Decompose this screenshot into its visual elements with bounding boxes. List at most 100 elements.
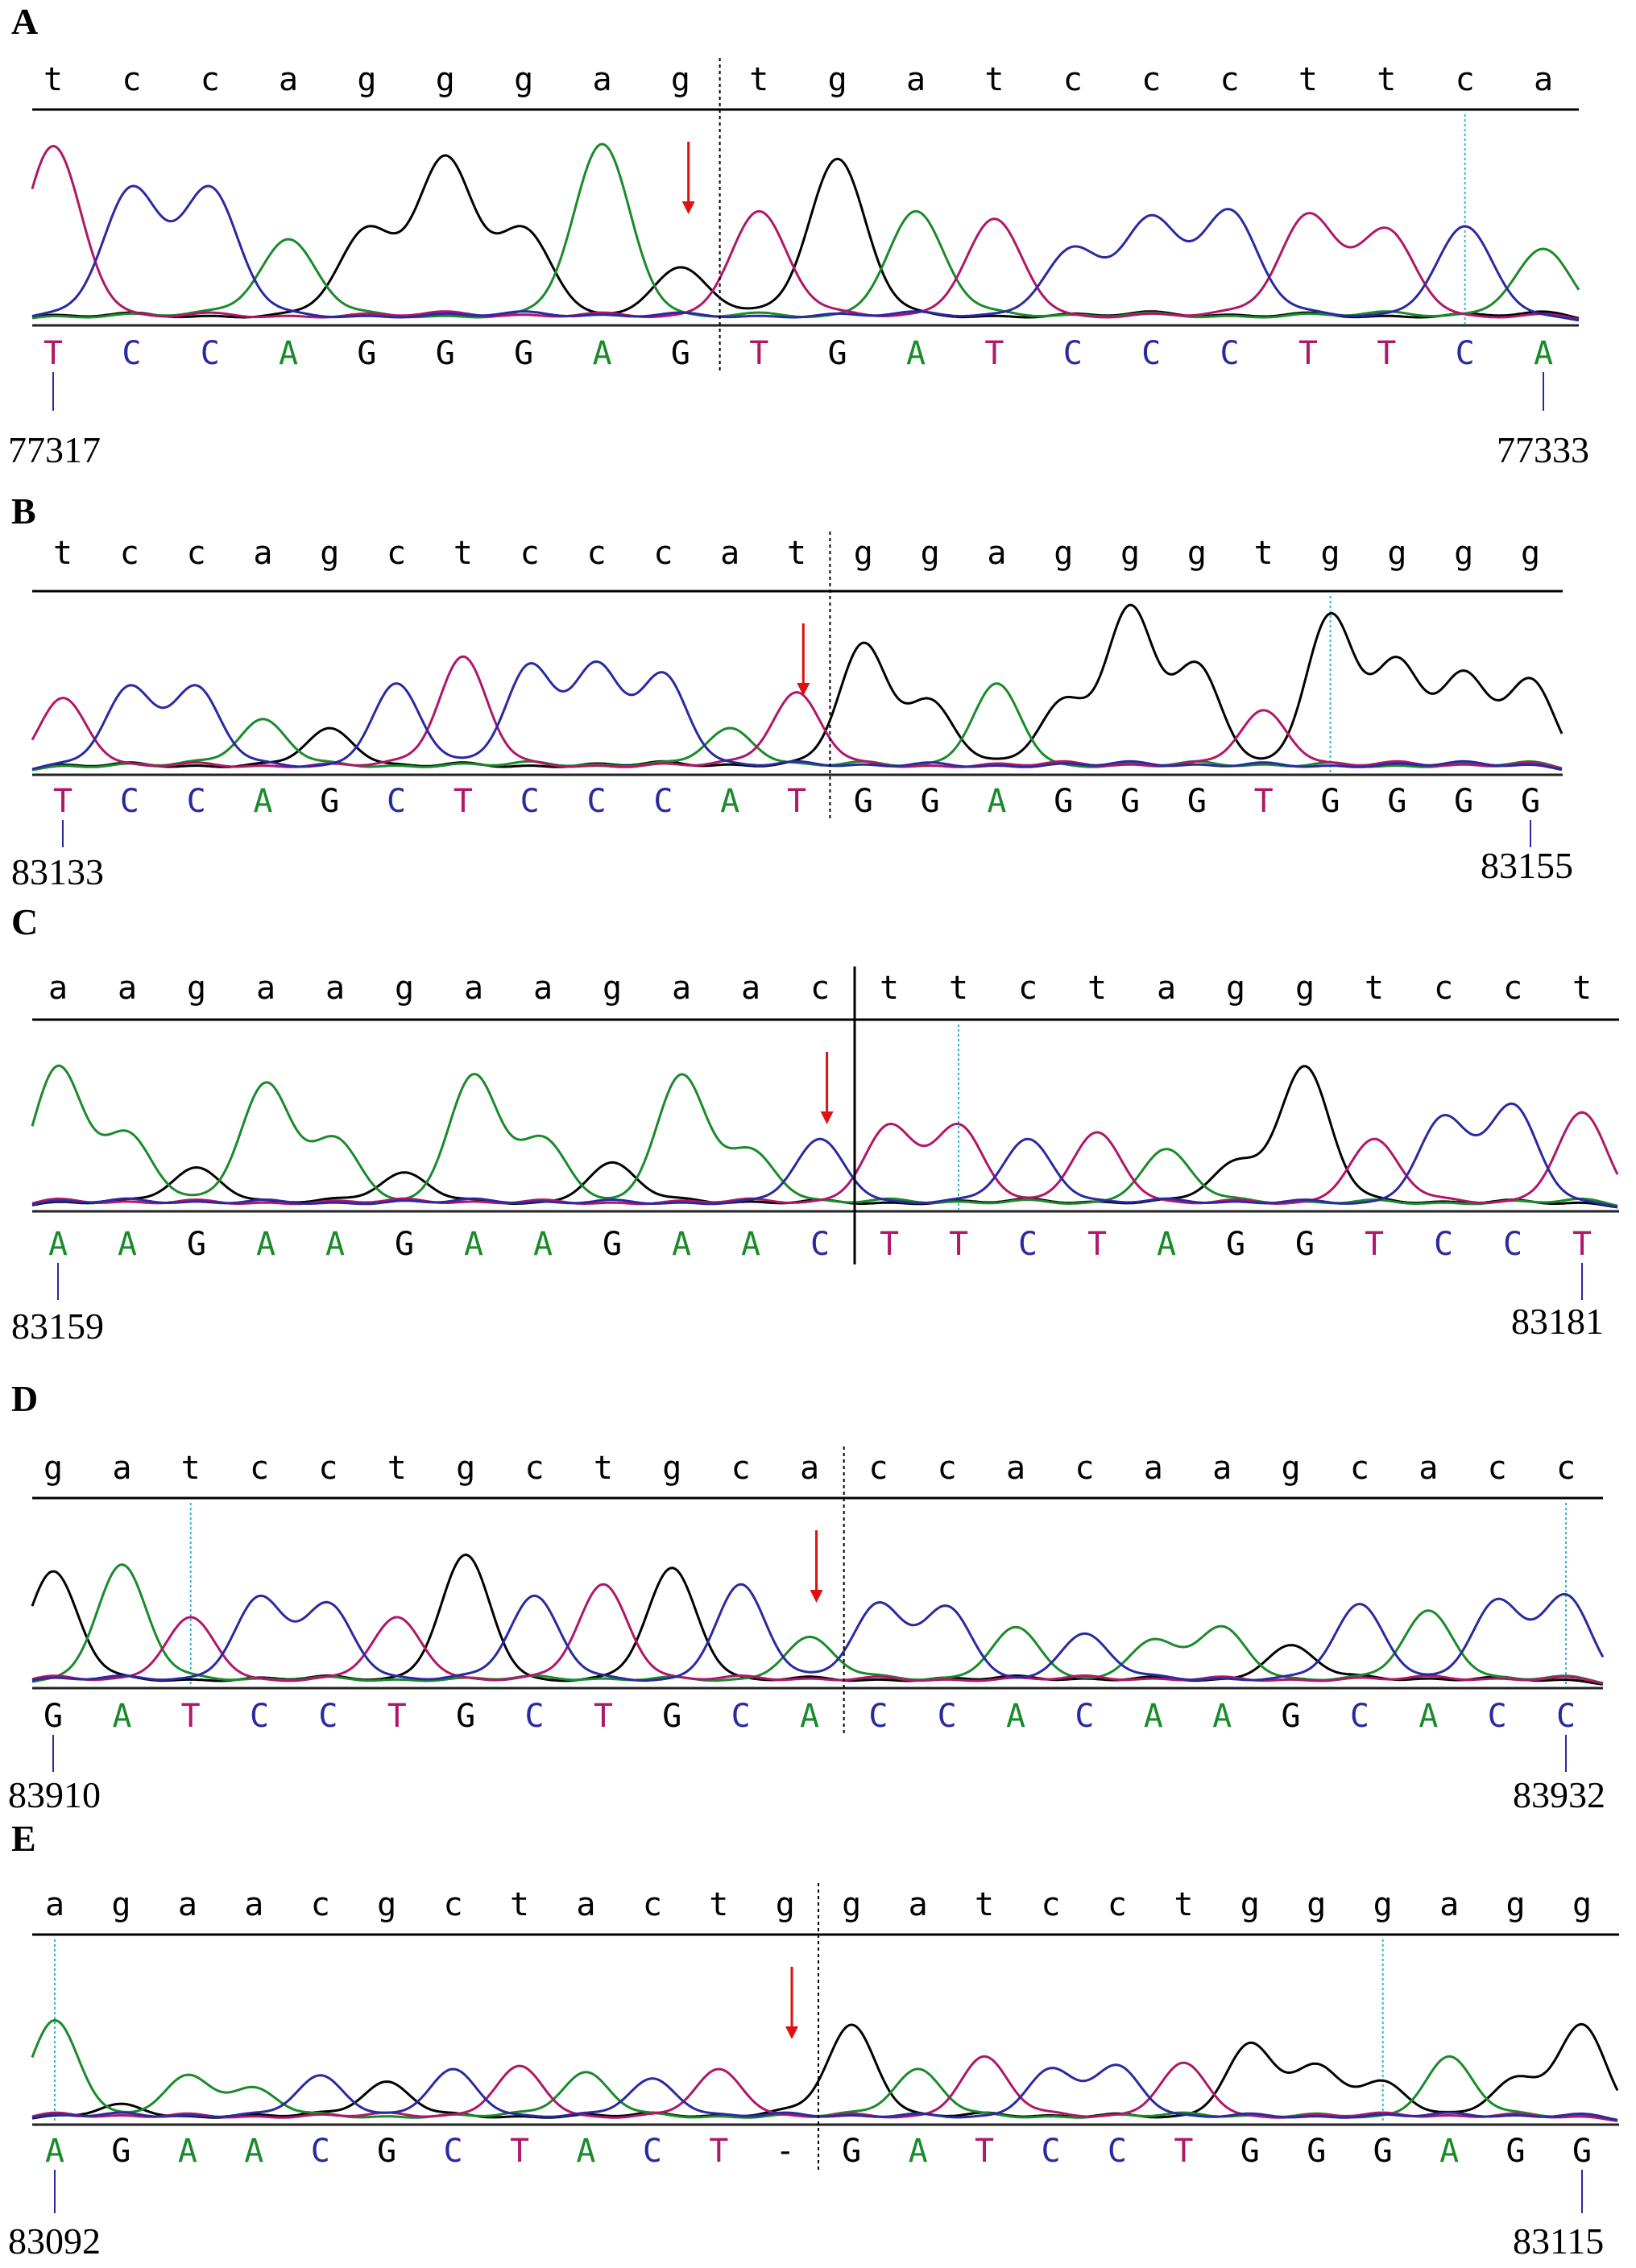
reference-base: t [1174,1886,1193,1923]
called-base: G [1373,2133,1393,2170]
called-base: C [1434,1226,1453,1263]
called-base: G [377,2133,396,2170]
reference-base: a [112,1450,131,1487]
called-base: G [395,1226,414,1263]
mutation-arrow [681,142,695,214]
reference-base: a [906,61,926,98]
end-position-label: 83155 [1481,845,1573,886]
reference-base: g [662,1450,681,1487]
reference-base: g [1281,1450,1300,1487]
called-base: A [1144,1698,1163,1735]
reference-base: c [1434,970,1453,1007]
called-base: A [1439,2133,1459,2170]
reference-base: c [653,535,673,572]
reference-base: a [1212,1450,1232,1487]
called-base: A [909,2133,928,2170]
reference-base: t [454,535,473,572]
called-base: G [1572,2133,1592,2170]
reference-base: t [43,61,63,98]
called-base: C [1018,1226,1038,1263]
called-base: A [672,1226,691,1263]
reference-base: a [244,1886,263,1923]
reference-base: a [1144,1450,1163,1487]
reference-base: g [1054,535,1073,572]
reference-base: c [201,61,220,98]
called-base: T [1365,1226,1384,1263]
called-base: G [43,1698,63,1735]
chromatogram-trace: g a t c c t g c t g c a c c a c a a g c a c c G A T C C T G C T G C A C C A C A… [31,1446,1605,1772]
panel-label: A [11,1,39,42]
called-base: A [1006,1698,1025,1735]
called-base: C [868,1698,888,1735]
called-base: C [1075,1698,1094,1735]
called-base: C [1488,1698,1507,1735]
called-base: A [720,783,739,820]
panel-a: A t c c a g g g a g t g a t c c c t t c a T C C A G G G A G T G A T C C C T T… [0,0,1636,470]
reference-base: g [377,1886,396,1923]
reference-base: a [279,61,298,98]
called-base: C [387,783,406,820]
reference-base: a [178,1886,197,1923]
reference-base: g [1226,970,1245,1007]
called-base: C [520,783,540,820]
reference-base: g [1240,1886,1260,1923]
trace-t [31,655,1563,770]
called-base: T [1377,335,1396,372]
called-base: T [787,783,806,820]
called-base: A [48,1226,68,1263]
trace-c [31,2063,1618,2121]
reference-base: t [1298,61,1318,98]
reference-base: a [909,1886,928,1923]
called-base: C [731,1698,751,1735]
called-base: T [749,335,768,372]
reference-base: c [1456,61,1475,98]
reference-base: t [1377,61,1396,98]
called-base: G [1506,2133,1526,2170]
end-position-label: 83932 [1513,1774,1605,1815]
end-position-label: 77333 [1497,429,1589,470]
trace-g [31,2022,1619,2120]
called-base: G [1240,2133,1260,2170]
reference-base: g [1387,535,1406,572]
called-base: - [776,2133,795,2170]
end-position-label: 83115 [1513,2220,1605,2262]
called-base: C [311,2133,330,2170]
called-base: C [187,783,206,820]
reference-base: a [720,535,739,572]
reference-base: c [1018,970,1038,1007]
reference-base: g [1120,535,1140,572]
reference-base: a [576,1886,595,1923]
called-base: A [178,2133,197,2170]
chromatogram-trace: t c c a g c t c c c a t g g a g g g t g g g g T C C A G C T C C C A T G G A G G… [31,532,1564,847]
called-base: G [514,335,533,372]
called-base: T [1572,1226,1592,1263]
reference-base: t [1572,970,1592,1007]
called-base: T [387,1698,407,1735]
called-base: C [810,1226,830,1263]
reference-base: a [325,970,345,1007]
reference-base: t [984,61,1004,98]
called-base: C [1108,2133,1127,2170]
start-position-label: 83159 [11,1306,104,1347]
reference-base: t [787,535,806,572]
called-base: A [906,335,926,372]
trace-t [31,1111,1619,1206]
called-base: A [325,1226,345,1263]
called-base: G [842,2133,861,2170]
reference-base: g [187,970,206,1007]
reference-base: g [320,535,339,572]
reference-base: g [395,970,414,1007]
reference-base: c [938,1450,957,1487]
called-base: T [1254,783,1274,820]
called-base: C [250,1698,269,1735]
called-base: T [1174,2133,1193,2170]
called-base: A [800,1698,819,1735]
reference-base: g [1320,535,1340,572]
trace-a [31,2018,1618,2122]
called-base: C [643,2133,662,2170]
reference-base: g [514,61,533,98]
reference-base: g [1572,1886,1592,1923]
reference-base: g [776,1886,795,1923]
called-base: C [122,335,141,372]
called-base: A [1157,1226,1176,1263]
